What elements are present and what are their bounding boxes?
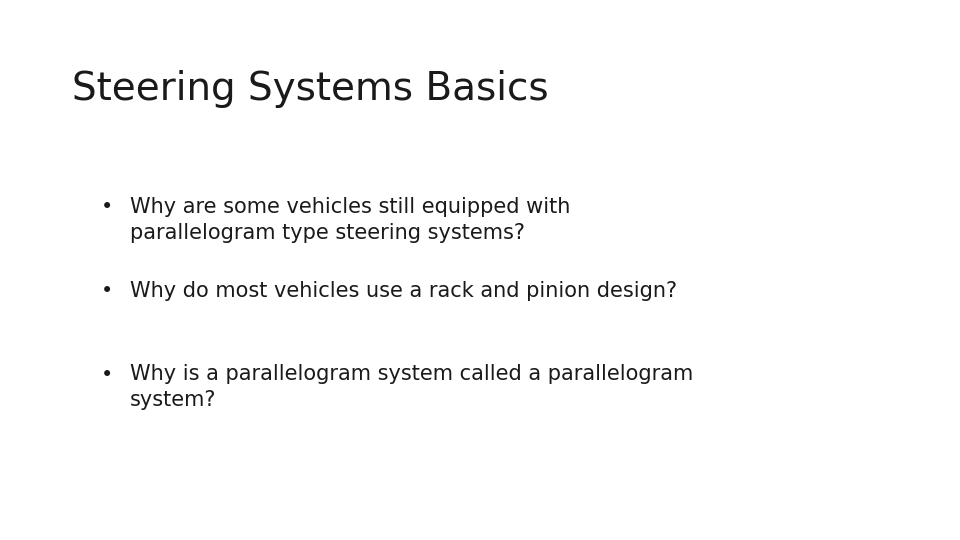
Text: Why are some vehicles still equipped with
parallelogram type steering systems?: Why are some vehicles still equipped wit… [130,197,570,242]
Text: •: • [101,197,113,217]
Text: Why is a parallelogram system called a parallelogram
system?: Why is a parallelogram system called a p… [130,364,693,410]
Text: Steering Systems Basics: Steering Systems Basics [72,70,548,108]
Text: Why do most vehicles use a rack and pinion design?: Why do most vehicles use a rack and pini… [130,281,677,301]
Text: •: • [101,364,113,384]
Text: •: • [101,281,113,301]
